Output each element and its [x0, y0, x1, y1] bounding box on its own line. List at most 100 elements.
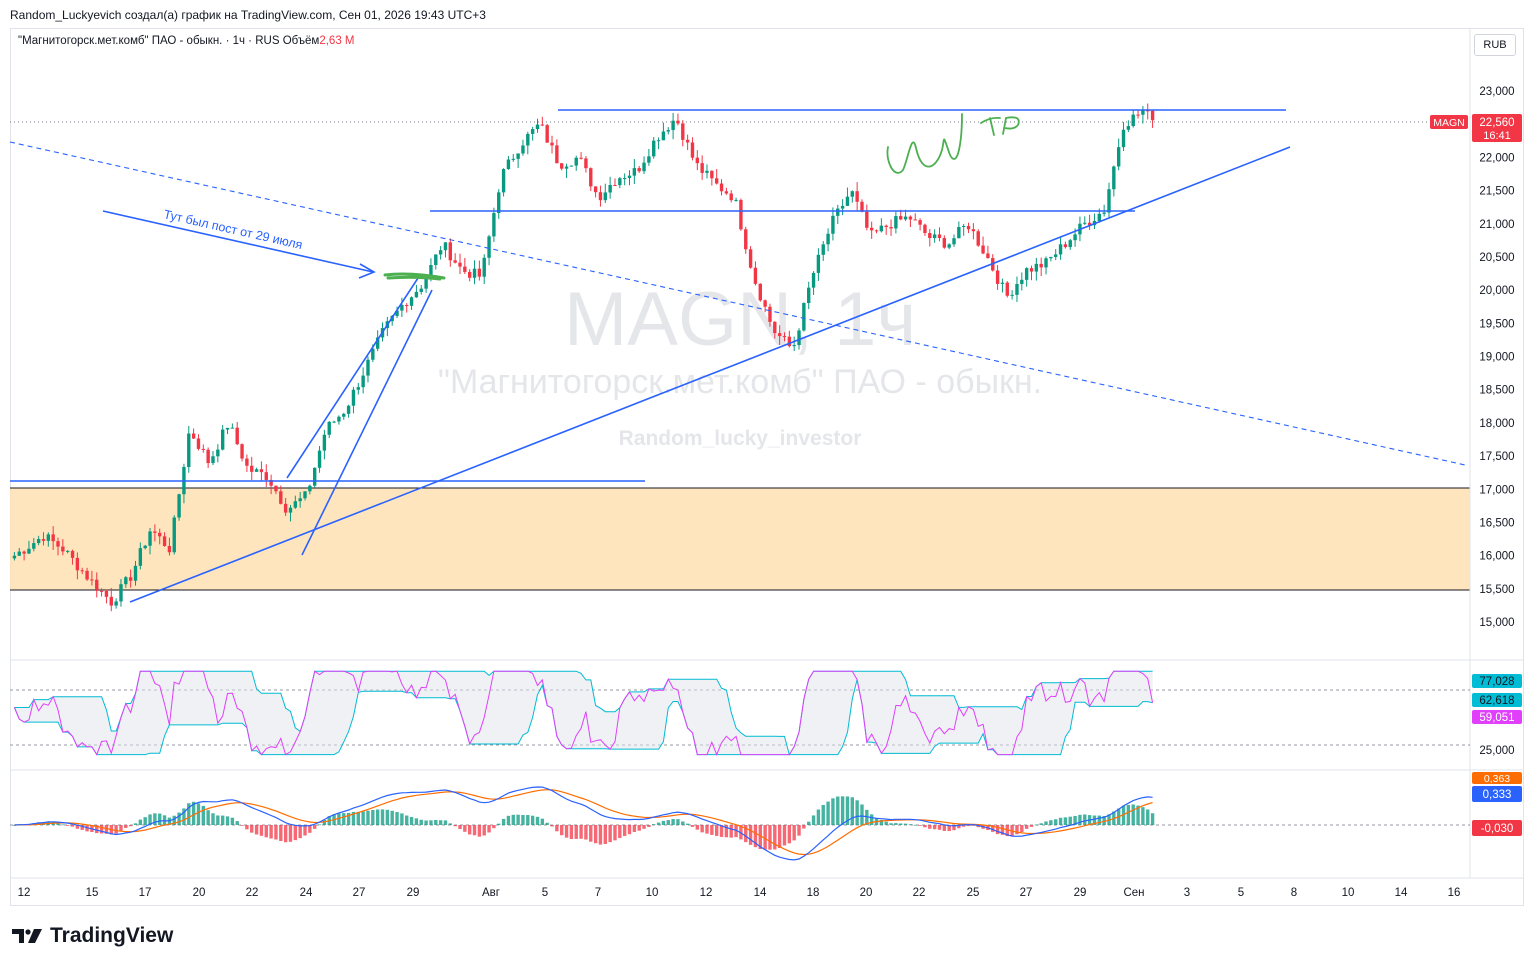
candle	[405, 303, 409, 313]
candle	[1034, 257, 1039, 281]
candle	[254, 467, 259, 472]
macd-hist-bar	[448, 823, 453, 825]
candle	[22, 550, 26, 561]
macd-hist-bar	[700, 825, 704, 833]
macd-hist-bar	[1092, 815, 1097, 825]
channel-line-lower[interactable]	[301, 289, 433, 556]
macd-hist-bar	[283, 825, 288, 843]
macd-hist-bar	[555, 825, 559, 832]
macd-hist-bar	[569, 825, 574, 840]
currency-button[interactable]: RUB	[1474, 34, 1516, 56]
macd-hist-bar	[487, 825, 491, 833]
price-tick-label: 15,000	[1479, 617, 1514, 629]
chart-legend: "Магнитогорск.мет.комб" ПАО - обыкн. · 1…	[18, 35, 355, 47]
macd-hist-bar	[356, 811, 360, 825]
macd-hist-bar	[70, 825, 75, 827]
macd-hist-bar	[419, 819, 423, 825]
candle	[681, 120, 685, 147]
macd-hist-bar	[710, 825, 714, 835]
candle	[56, 537, 60, 556]
price-axis[interactable]: 23,00022,50022,00021,50021,00020,50020,0…	[1479, 86, 1514, 629]
candle	[894, 211, 898, 234]
macd-hist-bar	[908, 824, 913, 826]
candle	[191, 428, 196, 440]
macd-hist-bar	[690, 825, 695, 827]
macd-hist-bar	[259, 825, 264, 836]
last-price-tag-bg	[1472, 114, 1522, 142]
ascending-trendline[interactable]	[129, 146, 1291, 603]
macd-hist-bar	[961, 825, 966, 827]
candle	[598, 185, 603, 207]
macd-hist-bar	[739, 825, 743, 840]
candle	[690, 137, 695, 161]
candle	[1068, 238, 1072, 250]
candle	[642, 156, 646, 174]
candle	[1126, 120, 1131, 133]
macd-hist-bar	[952, 825, 956, 831]
macd-hist-bar	[472, 825, 477, 836]
price-tick-label: 15,500	[1479, 584, 1514, 596]
time-axis[interactable]: 12 15 17 20 22 24 27 29 Авг 5 7 10 12 14 18 20 22 25 27 29 С…	[18, 887, 1461, 899]
candle	[792, 336, 796, 352]
annotation-arrow[interactable]	[102, 210, 374, 273]
macd-hist-bar	[380, 809, 385, 825]
macd-hist-bar	[1141, 807, 1145, 825]
support-zone	[10, 488, 1470, 590]
candle	[511, 154, 515, 162]
candle	[627, 170, 632, 186]
time-tick-label: 18	[807, 887, 820, 899]
candle	[463, 257, 467, 275]
rsi-pane	[10, 670, 1470, 756]
macd-hist-bar	[511, 814, 515, 825]
candle	[763, 299, 767, 313]
candle	[1000, 278, 1005, 293]
tradingview-logo[interactable]: TradingView	[12, 924, 173, 948]
candle	[124, 576, 128, 588]
macd-hist-bar	[342, 813, 346, 825]
macd-hist-bar	[521, 814, 525, 825]
candle	[807, 281, 811, 310]
candle	[976, 229, 980, 247]
candle	[167, 537, 172, 556]
time-tick-label: 27	[353, 887, 366, 899]
candle	[201, 444, 206, 453]
macd-hist-bar	[550, 825, 554, 827]
macd-hist-bar	[303, 825, 307, 836]
candle	[12, 551, 17, 561]
candle	[1024, 267, 1029, 287]
macd-hist-bar	[375, 809, 380, 825]
macd-hist-bar	[119, 825, 123, 831]
macd-hist-bar	[957, 825, 961, 829]
macd-hist-bar	[1054, 819, 1058, 825]
candle	[119, 579, 123, 607]
time-tick-label: 8	[1291, 887, 1297, 899]
candle	[966, 222, 971, 233]
macd-hist-bar	[526, 815, 530, 825]
time-tick-label: Сен	[1123, 887, 1144, 899]
candle	[17, 547, 21, 557]
macd-hist-bar	[482, 825, 486, 836]
macd-hist-bar	[937, 825, 942, 830]
candle	[346, 404, 351, 418]
macd-hist-bar	[506, 815, 511, 825]
macd-hist-bar	[913, 824, 917, 826]
channel-line-upper[interactable]	[286, 274, 421, 479]
macd-hist-bar	[220, 815, 225, 825]
candle	[206, 447, 210, 468]
rsi-tag-2: 62,618	[1479, 695, 1514, 707]
candle	[114, 598, 118, 609]
time-tick-label: Авг	[482, 887, 500, 899]
macd-histogram	[12, 796, 1155, 850]
macd-hist-bar	[288, 825, 293, 842]
macd-hist-bar	[438, 820, 443, 825]
candle	[322, 429, 327, 460]
descending-dashed-trendline[interactable]	[9, 141, 1466, 466]
macd-hist-bar	[1058, 817, 1063, 825]
time-tick-label: 22	[913, 887, 926, 899]
macd-hist-bar	[492, 825, 496, 829]
candle	[298, 491, 302, 508]
macd-hist-bar	[463, 825, 467, 832]
macd-hist-bar	[705, 825, 709, 834]
macd-hist-bar	[138, 819, 143, 825]
